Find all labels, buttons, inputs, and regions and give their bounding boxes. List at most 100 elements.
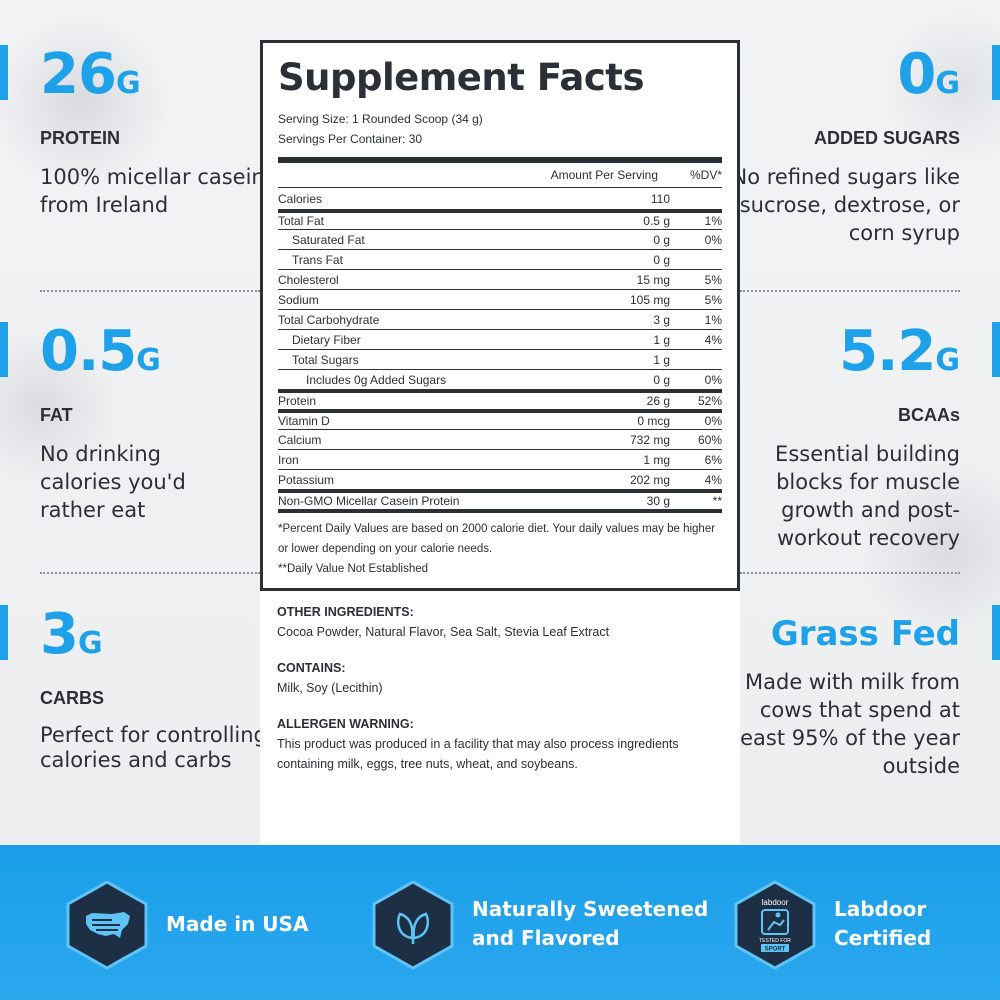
nutrient-amount: 30 g: [646, 494, 670, 508]
stat-value: 0G: [897, 42, 960, 107]
nutrient-dv: 0%: [704, 232, 722, 247]
stat-grass-fed: Grass Fed Made with milk from cows that …: [720, 612, 960, 780]
serving-size: Serving Size: 1 Rounded Scoop (34 g): [278, 112, 483, 126]
leaf-icon: [368, 880, 458, 970]
stat-value: 26G: [40, 42, 141, 107]
contains-heading: CONTAINS:: [277, 661, 346, 675]
stat-bcaas: 5.2G BCAAs Essential building blocks for…: [730, 322, 960, 552]
nutrient-row: Protein 26 g 52%: [278, 389, 722, 409]
nutrient-dv: 1%: [704, 312, 722, 327]
nutrient-name: Iron: [278, 452, 299, 467]
accent-bar-left-3: [0, 605, 8, 660]
nutrient-amount: 105 mg: [629, 292, 670, 307]
stat-label: CARBS: [40, 688, 105, 708]
nutrient-dv: 5%: [704, 292, 722, 307]
nutrient-amount: 26 g: [646, 394, 670, 408]
nutrient-row: Potassium 202 mg 4%: [278, 469, 722, 489]
nutrient-row: Total Fat 0.5 g 1%: [278, 209, 722, 229]
bottom-banner: Made in USA Naturally Sweetened and Flav…: [0, 845, 1000, 1000]
stat-value: Grass Fed: [770, 614, 960, 654]
stat-value: 5.2G: [839, 319, 960, 384]
accent-bar-right-2: [992, 322, 1000, 377]
nutrient-row: Total Carbohydrate 3 g 1%: [278, 309, 722, 329]
divider: [740, 572, 960, 574]
nutrient-rows: Total Fat 0.5 g 1% Saturated Fat 0 g 0% Trans …: [278, 209, 722, 509]
allergen-text: This product was produced in a facility …: [277, 737, 679, 771]
nutrient-name: Cholesterol: [278, 272, 339, 287]
accent-bar-right-3: [992, 605, 1000, 660]
stat-protein: 26G PROTEIN 100% micellar casein from Ir…: [40, 45, 270, 219]
nutrient-row: Total Sugars 1 g: [278, 349, 722, 369]
divider: [740, 290, 960, 292]
nutrient-row: Trans Fat 0 g: [278, 249, 722, 269]
nutrient-dv: **: [712, 494, 722, 508]
nutrient-dv: 5%: [704, 272, 722, 287]
labdoor-badge-icon: labdoor TESTED FOR SPORT: [730, 880, 820, 970]
nutrient-dv: 52%: [697, 394, 722, 408]
svg-text:SPORT: SPORT: [765, 947, 786, 953]
nutrient-amount: 15 mg: [636, 272, 670, 287]
nutrient-row: Calcium 732 mg 60%: [278, 429, 722, 449]
nutrient-row: Vitamin D 0 mcg 0%: [278, 409, 722, 429]
made-in-usa-text: Made in USA: [166, 912, 309, 936]
nutrient-name: Sodium: [278, 292, 319, 307]
stat-label: PROTEIN: [40, 128, 121, 148]
servings-per-container: Servings Per Container: 30: [278, 132, 423, 146]
label-panel: Supplement Facts Serving Size: 1 Rounded…: [260, 40, 740, 845]
facts-header: Amount Per Serving %DV*: [278, 163, 722, 187]
other-ingredients-heading: OTHER INGREDIENTS:: [277, 605, 414, 619]
accent-bar-left-1: [0, 45, 8, 100]
nutrient-name: Non-GMO Micellar Casein Protein: [278, 494, 460, 508]
accent-bar-left-2: [0, 322, 8, 377]
nutrient-name: Total Sugars: [292, 352, 359, 367]
stat-description: Made with milk from cows that spend at l…: [734, 670, 960, 778]
nutrient-name: Dietary Fiber: [292, 332, 361, 347]
nutrient-row: Non-GMO Micellar Casein Protein 30 g **: [278, 489, 722, 509]
nutrient-dv: 6%: [704, 452, 722, 467]
usa-map-icon: [62, 880, 152, 970]
nutrient-amount: 202 mg: [629, 472, 670, 487]
nutrient-row: Iron 1 mg 6%: [278, 449, 722, 469]
facts-notes: *Percent Daily Values are based on 2000 …: [278, 509, 722, 579]
stat-carbs: 3G CARBS Perfect for controlling calorie…: [40, 605, 270, 773]
nutrient-dv: 4%: [704, 332, 722, 347]
stat-label: FAT: [40, 405, 73, 425]
nutrient-amount: 0 g: [653, 232, 670, 247]
nutrient-amount: 0.5 g: [643, 214, 670, 228]
nutrient-row: Sodium 105 mg 5%: [278, 289, 722, 309]
nutrient-row: Dietary Fiber 1 g 4%: [278, 329, 722, 349]
stat-value: 3G: [40, 602, 103, 667]
nutrient-amount: 110: [650, 191, 670, 206]
stat-description: Perfect for controlling calories and car…: [40, 723, 267, 772]
nutrient-row: Includes 0g Added Sugars 0 g 0%: [278, 369, 722, 389]
nutrient-name: Includes 0g Added Sugars: [306, 372, 447, 387]
calories-row: Calories 110: [278, 187, 722, 209]
nutrient-amount: 1 g: [653, 332, 670, 347]
nutrient-name: Trans Fat: [292, 252, 343, 267]
nutrient-row: Saturated Fat 0 g 0%: [278, 229, 722, 249]
nutrient-amount: 732 mg: [629, 432, 670, 447]
nutrient-amount: 0 g: [653, 252, 670, 267]
accent-bar-right-1: [992, 45, 1000, 100]
nutrient-amount: 0 mcg: [637, 414, 670, 428]
dv-header: %DV*: [689, 168, 722, 182]
stat-value: 0.5G: [40, 319, 161, 384]
nutrient-dv: 60%: [697, 432, 722, 447]
stat-description: 100% micellar casein from Ireland: [40, 165, 265, 217]
stat-description: No drinking calories you'd rather eat: [40, 442, 186, 522]
footnote-dv: *Percent Daily Values are based on 2000 …: [278, 523, 716, 555]
nutrient-amount: 1 mg: [643, 452, 670, 467]
nutrient-dv: 0%: [704, 414, 722, 428]
nutrient-name: Protein: [278, 394, 317, 408]
footnote-not-established: **Daily Value Not Established: [278, 563, 429, 575]
nutrient-name: Vitamin D: [278, 414, 330, 428]
stat-label: ADDED SUGARS: [813, 128, 960, 148]
stat-fat: 0.5G FAT No drinking calories you'd rath…: [40, 322, 270, 524]
labdoor-certified-text: Labdoor Certified: [834, 897, 932, 950]
nutrient-dv: 1%: [704, 214, 722, 228]
nutrient-row: Cholesterol 15 mg 5%: [278, 269, 722, 289]
nutrient-dv: 4%: [704, 472, 722, 487]
amount-header: Amount Per Serving: [550, 168, 658, 182]
stat-description: Essential building blocks for muscle gro…: [775, 442, 960, 550]
svg-text:labdoor: labdoor: [762, 898, 789, 907]
